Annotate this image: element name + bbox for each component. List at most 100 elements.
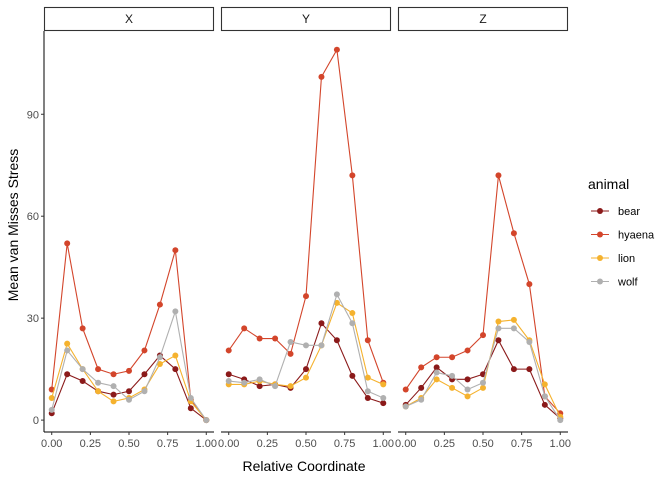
x-tick-label: 1.00 <box>550 438 571 450</box>
data-point-wolf <box>526 338 533 345</box>
legend: animal bear hyaena lion wolf <box>588 176 655 289</box>
data-point-hyaena <box>480 332 486 339</box>
data-point-wolf <box>64 347 71 354</box>
y-tick-label: 60 <box>27 211 39 223</box>
x-tick-label: 0.50 <box>472 438 493 450</box>
data-point-wolf <box>287 338 294 345</box>
series-line-bear <box>51 354 207 421</box>
data-point-lion <box>172 352 179 359</box>
data-point-bear <box>433 364 440 371</box>
data-point-lion <box>95 388 102 395</box>
data-point-lion <box>48 395 55 402</box>
facet-strip <box>220 6 392 32</box>
facet-strip <box>43 6 215 32</box>
legend-item-bear: bear <box>591 206 640 218</box>
legend-item-hyaena: hyaena <box>591 230 655 242</box>
data-point-wolf <box>172 308 179 315</box>
data-point-wolf <box>510 325 517 332</box>
data-point-hyaena <box>418 364 425 371</box>
data-point-wolf <box>402 403 409 410</box>
facet-panel-z: Z 0.00 0.25 0.50 0.75 1.00 <box>395 6 571 450</box>
data-point-bear <box>225 371 232 378</box>
legend-title: animal <box>588 176 629 192</box>
data-point-hyaena <box>241 325 248 332</box>
data-point-bear <box>380 400 387 407</box>
data-point-hyaena <box>303 293 309 300</box>
data-point-wolf <box>349 320 356 327</box>
data-point-wolf <box>541 393 548 400</box>
data-point-lion <box>433 376 440 383</box>
legend-item-wolf: wolf <box>591 277 639 289</box>
data-point-wolf <box>557 417 564 424</box>
data-point-bear <box>364 395 371 402</box>
data-point-wolf <box>495 325 502 332</box>
data-point-wolf <box>464 386 471 393</box>
x-tick-label: 0.75 <box>334 438 355 450</box>
legend-label: wolf <box>617 277 639 289</box>
facet-strip <box>397 6 569 32</box>
data-point-wolf <box>380 395 387 402</box>
data-point-bear <box>141 371 148 378</box>
facet-strip-label: X <box>125 12 133 26</box>
data-point-wolf <box>95 379 102 386</box>
data-point-wolf <box>187 395 194 402</box>
data-point-wolf <box>79 366 86 373</box>
data-point-wolf <box>156 354 163 361</box>
data-point-hyaena <box>464 347 471 354</box>
data-point-bear <box>333 337 340 344</box>
data-point-lion <box>449 384 456 391</box>
facet-strip-label: Z <box>479 12 486 26</box>
legend-key-point <box>597 255 603 261</box>
facet-strip-label: Y <box>302 12 310 26</box>
data-point-wolf <box>110 383 117 390</box>
y-tick-label: 90 <box>27 109 39 121</box>
data-point-bear <box>256 383 263 390</box>
data-point-bear <box>526 366 533 373</box>
data-point-wolf <box>433 369 440 376</box>
data-point-hyaena <box>156 301 163 308</box>
data-point-lion <box>480 384 486 391</box>
data-point-wolf <box>272 383 279 390</box>
data-point-lion <box>510 316 517 323</box>
data-point-hyaena <box>364 337 371 344</box>
x-tick-label: 0.00 <box>41 438 62 450</box>
x-tick-label: 0.75 <box>157 438 178 450</box>
data-point-bear <box>110 391 117 398</box>
facet-panel-y: Y 0.00 0.25 0.50 0.75 1.00 <box>218 6 394 450</box>
data-point-hyaena <box>225 347 232 354</box>
data-point-bear <box>318 320 325 327</box>
data-point-hyaena <box>449 354 456 361</box>
data-point-wolf <box>126 396 132 403</box>
data-point-bear <box>303 366 309 373</box>
data-point-lion <box>303 374 309 381</box>
x-tick-label: 0.25 <box>80 438 101 450</box>
legend-key-point <box>597 278 603 285</box>
data-point-wolf <box>303 342 309 349</box>
facet-panels: X 0 30 60 90 0.00 0.25 0.50 0.75 1.00 Y 0.00 0.25 0.5… <box>27 6 571 450</box>
data-point-hyaena <box>333 46 340 53</box>
y-tick-label: 30 <box>27 313 39 325</box>
data-point-lion <box>349 310 356 317</box>
data-point-bear <box>464 376 471 383</box>
data-point-wolf <box>418 396 425 403</box>
data-point-hyaena <box>95 366 102 373</box>
legend-key-point <box>597 208 603 214</box>
y-tick-label: 0 <box>33 415 39 427</box>
x-tick-label: 0.00 <box>218 438 239 450</box>
data-point-hyaena <box>256 335 263 342</box>
data-point-bear <box>187 405 194 412</box>
data-point-bear <box>79 378 86 385</box>
data-point-wolf <box>203 417 210 424</box>
data-point-hyaena <box>172 247 179 254</box>
legend-label: hyaena <box>618 230 655 242</box>
x-tick-label: 1.00 <box>373 438 394 450</box>
data-point-lion <box>64 340 71 347</box>
y-axis-title: Mean van Misses Stress <box>5 149 21 302</box>
data-point-wolf <box>225 378 232 385</box>
legend-item-lion: lion <box>591 253 635 265</box>
data-point-hyaena <box>110 371 117 378</box>
data-point-hyaena <box>526 281 533 288</box>
facet-panel-x: X 0 30 60 90 0.00 0.25 0.50 0.75 1.00 <box>27 6 217 450</box>
data-point-wolf <box>318 342 325 349</box>
